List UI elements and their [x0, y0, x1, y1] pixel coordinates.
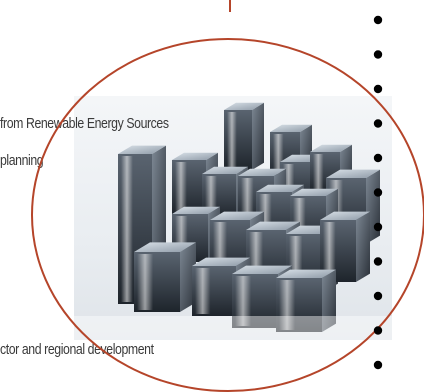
text-fragment-renewable-energy: from Renewable Energy Sources	[0, 115, 169, 132]
bullet-dot	[373, 360, 383, 370]
text-fragment-planning: planning	[0, 152, 44, 169]
bullet-dot	[373, 50, 383, 59]
reflection-floor	[74, 316, 392, 340]
metal-cube	[224, 102, 264, 170]
text-fragment-regional-development: ctor and regional development	[0, 341, 154, 358]
bullet-dot	[373, 15, 383, 25]
bullet-dot	[373, 84, 383, 94]
metal-cube	[134, 242, 196, 312]
